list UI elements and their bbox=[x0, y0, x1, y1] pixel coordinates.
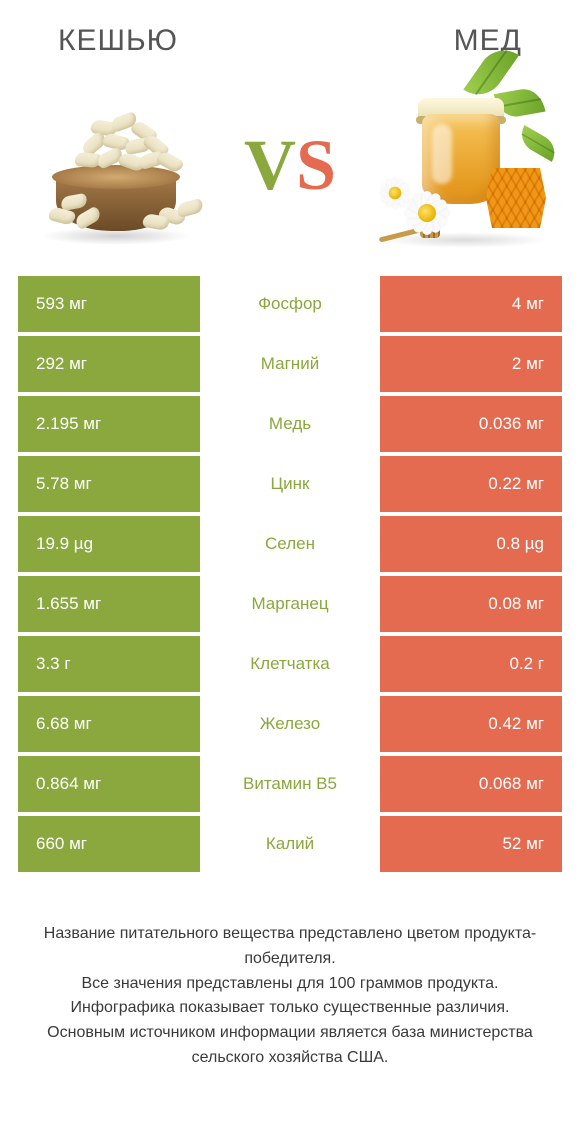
left-value: 1.655 мг bbox=[18, 576, 200, 632]
image-row: VS bbox=[18, 58, 562, 276]
table-row: 5.78 мгЦинк0.22 мг bbox=[18, 456, 562, 512]
table-row: 2.195 мгМедь0.036 мг bbox=[18, 396, 562, 452]
left-value: 3.3 г bbox=[18, 636, 200, 692]
right-value: 0.42 мг bbox=[380, 696, 562, 752]
footer-line: Все значения представлены для 100 граммо… bbox=[30, 972, 550, 997]
left-value: 292 мг bbox=[18, 336, 200, 392]
right-value: 0.8 µg bbox=[380, 516, 562, 572]
table-row: 19.9 µgСелен0.8 µg bbox=[18, 516, 562, 572]
nutrient-name: Калий bbox=[200, 816, 380, 872]
footer-line: Основным источником информации является … bbox=[30, 1021, 550, 1071]
table-row: 1.655 мгМарганец0.08 мг bbox=[18, 576, 562, 632]
nutrient-name: Селен bbox=[200, 516, 380, 572]
left-value: 6.68 мг bbox=[18, 696, 200, 752]
nutrient-name: Витамин B5 bbox=[200, 756, 380, 812]
nutrient-name: Фосфор bbox=[200, 276, 380, 332]
footer-line: Название питательного вещества представл… bbox=[30, 922, 550, 972]
vs-letter-v: V bbox=[244, 125, 296, 205]
table-row: 3.3 гКлетчатка0.2 г bbox=[18, 636, 562, 692]
table-row: 6.68 мгЖелезо0.42 мг bbox=[18, 696, 562, 752]
footer-line: Инфографика показывает только существенн… bbox=[30, 996, 550, 1021]
right-value: 2 мг bbox=[380, 336, 562, 392]
table-row: 292 мгМагний2 мг bbox=[18, 336, 562, 392]
left-value: 19.9 µg bbox=[18, 516, 200, 572]
left-value: 660 мг bbox=[18, 816, 200, 872]
left-value: 5.78 мг bbox=[18, 456, 200, 512]
vs-label: VS bbox=[206, 129, 374, 201]
right-value: 4 мг bbox=[380, 276, 562, 332]
nutrient-name: Медь bbox=[200, 396, 380, 452]
nutrient-name: Магний bbox=[200, 336, 380, 392]
left-product-title: КЕШЬЮ bbox=[58, 24, 178, 58]
comparison-infographic: КЕШЬЮ МЕД VS bbox=[0, 0, 580, 1144]
right-value: 0.036 мг bbox=[380, 396, 562, 452]
left-value: 0.864 мг bbox=[18, 756, 200, 812]
right-value: 52 мг bbox=[380, 816, 562, 872]
left-value: 2.195 мг bbox=[18, 396, 200, 452]
nutrient-name: Цинк bbox=[200, 456, 380, 512]
comparison-table: 593 мгФосфор4 мг292 мгМагний2 мг2.195 мг… bbox=[18, 276, 562, 872]
table-row: 593 мгФосфор4 мг bbox=[18, 276, 562, 332]
right-product-image bbox=[374, 80, 554, 250]
left-product-image bbox=[26, 80, 206, 250]
right-value: 0.22 мг bbox=[380, 456, 562, 512]
vs-letter-s: S bbox=[296, 125, 336, 205]
table-row: 0.864 мгВитамин B50.068 мг bbox=[18, 756, 562, 812]
header-row: КЕШЬЮ МЕД bbox=[18, 24, 562, 58]
nutrient-name: Клетчатка bbox=[200, 636, 380, 692]
footer-note: Название питательного вещества представл… bbox=[18, 876, 562, 1071]
nutrient-name: Марганец bbox=[200, 576, 380, 632]
right-value: 0.2 г bbox=[380, 636, 562, 692]
table-row: 660 мгКалий52 мг bbox=[18, 816, 562, 872]
nutrient-name: Железо bbox=[200, 696, 380, 752]
right-value: 0.08 мг bbox=[380, 576, 562, 632]
left-value: 593 мг bbox=[18, 276, 200, 332]
right-value: 0.068 мг bbox=[380, 756, 562, 812]
